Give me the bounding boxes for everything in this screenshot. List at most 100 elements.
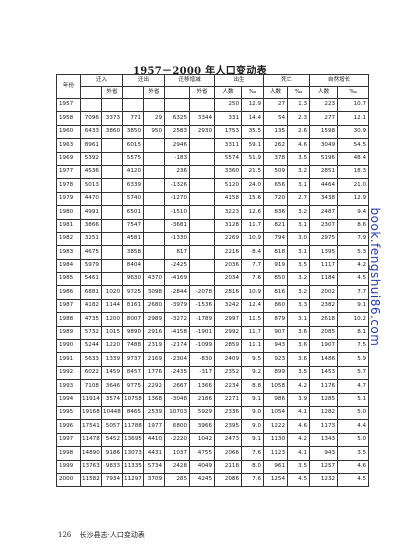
year-cell: 1957 (56, 97, 81, 113)
table-cell: -4158 (164, 325, 191, 341)
table-cell: 5633 (80, 352, 102, 367)
table-cell: 21.5 (241, 164, 265, 180)
table-cell: 1220 (100, 339, 124, 354)
table-cell: 9.5 (241, 352, 265, 367)
table-cell: 5.0 (337, 432, 370, 448)
table-cell: 3866 (80, 218, 102, 233)
table-cell: 7934 (100, 472, 124, 488)
table-cell: 3966 (189, 419, 216, 434)
table-cell: 21.0 (337, 178, 370, 193)
table-cell: 2271 (214, 392, 243, 407)
table-cell: 771 (122, 111, 145, 126)
header-birth: 出生 (214, 74, 265, 87)
table-cell: 5734 (143, 459, 166, 474)
header-natural: 自然增长 (309, 74, 370, 87)
table-cell (189, 218, 216, 233)
table-cell: 860 (263, 298, 289, 314)
table-cell: 6339 (122, 178, 145, 193)
table-cell: 943 (263, 339, 289, 354)
table-cell: 12.6 (241, 205, 265, 220)
table-cell (143, 191, 166, 207)
table-cell: 4182 (80, 298, 102, 314)
header-birth-permil: ‰ (241, 86, 265, 99)
table-cell: 2859 (214, 339, 243, 354)
table-cell: 6881 (80, 285, 102, 300)
table-body: 1957 250 12.9 27 1.3 223 10.7 1958 7096 3373 771 29… (56, 97, 370, 488)
table-row: 1963 8961 6015 2946 3311 59.1 262 4.6 3049 54.5 (56, 138, 370, 153)
table-cell: -830 (189, 352, 216, 367)
table-cell: 9775 (122, 379, 145, 394)
table-cell: 2352 (214, 365, 243, 381)
table-cell: 8961 (80, 138, 102, 153)
year-cell: 1963 (56, 138, 81, 153)
table-cell: 2036 (214, 258, 243, 274)
table-cell: 1395 (309, 245, 339, 260)
table-cell: 13763 (80, 459, 102, 474)
table-cell: -3048 (164, 392, 191, 407)
table-row: 1988 4735 1200 8007 2989 -3272 -1789 2997 11.5 87… (56, 312, 370, 327)
table-cell: 8161 (122, 298, 145, 314)
table-cell: 2234 (214, 379, 243, 394)
table-cell: 3.1 (287, 178, 311, 193)
table-cell: 4.7 (337, 379, 370, 394)
table-cell: 9737 (122, 352, 145, 367)
table-row: 1994 11914 3574 10758 1368 -3048 2186 2271 9.1 98… (56, 392, 370, 407)
table-cell: 1.3 (287, 97, 311, 113)
page-number: 126 (58, 531, 72, 539)
table-cell: 4755 (189, 446, 216, 461)
table-cell: 250 (214, 97, 243, 113)
table-cell: 1776 (143, 365, 166, 381)
table-cell: 5929 (189, 405, 216, 421)
table-cell: -1536 (189, 298, 216, 314)
table-cell: 24.0 (241, 178, 265, 193)
table-cell: 10.7 (337, 97, 370, 113)
table-cell: 899 (263, 365, 289, 381)
table-cell (143, 138, 166, 153)
year-cell: 1985 (56, 272, 81, 287)
table-cell (189, 138, 216, 153)
table-cell: 2086 (214, 472, 243, 488)
table-cell: 7547 (122, 218, 145, 233)
table-cell: 11297 (122, 472, 145, 488)
table-cell (100, 151, 124, 166)
header-mech-total (164, 86, 191, 99)
table-cell: 1343 (309, 432, 339, 448)
table-cell (189, 258, 216, 274)
header-death: 死亡 (263, 74, 311, 87)
table-cell: 9630 (122, 272, 145, 287)
table-cell: 943 (309, 446, 339, 461)
table-cell: 277 (309, 111, 339, 126)
table-cell: 2.3 (287, 111, 311, 126)
table-cell: 4.2 (287, 379, 311, 394)
table-cell: 12.9 (337, 191, 370, 207)
table-cell: 4.6 (337, 459, 370, 474)
table-cell: 1285 (309, 392, 339, 407)
table-cell: 2118 (214, 459, 243, 474)
year-cell: 1978 (56, 178, 81, 193)
table-cell: 2816 (214, 285, 243, 300)
table-row: 1996 17541 5057 11788 1977 6800 3966 2395 9.0 122… (56, 419, 370, 434)
page-footer: 126 长沙县志·人口变动表 (58, 530, 145, 540)
table-cell: -2078 (189, 285, 216, 300)
table-cell: 656 (263, 178, 289, 193)
table-cell: 2667 (164, 379, 191, 394)
table-cell: 2428 (164, 459, 191, 474)
table-cell: -317 (189, 365, 216, 381)
table-cell: 5575 (122, 151, 145, 166)
table-cell: 1486 (309, 352, 339, 367)
table-cell: 7108 (80, 379, 102, 394)
table-cell: 1907 (309, 339, 339, 354)
table-cell: 950 (143, 124, 166, 140)
table-cell: 1020 (100, 285, 124, 300)
table-cell: 1117 (309, 258, 339, 274)
table-cell: 8.1 (337, 325, 370, 341)
table-cell: 2307 (309, 218, 339, 233)
table-cell: 4.5 (287, 472, 311, 488)
table-cell: 3.6 (287, 339, 311, 354)
table-cell: 3.6 (287, 352, 311, 367)
table-cell: 8.6 (337, 218, 370, 233)
table-cell: 8007 (122, 312, 145, 327)
table-cell: 9.1 (337, 298, 370, 314)
table-cell: 27 (263, 97, 289, 113)
table-cell: 12.1 (337, 111, 370, 126)
